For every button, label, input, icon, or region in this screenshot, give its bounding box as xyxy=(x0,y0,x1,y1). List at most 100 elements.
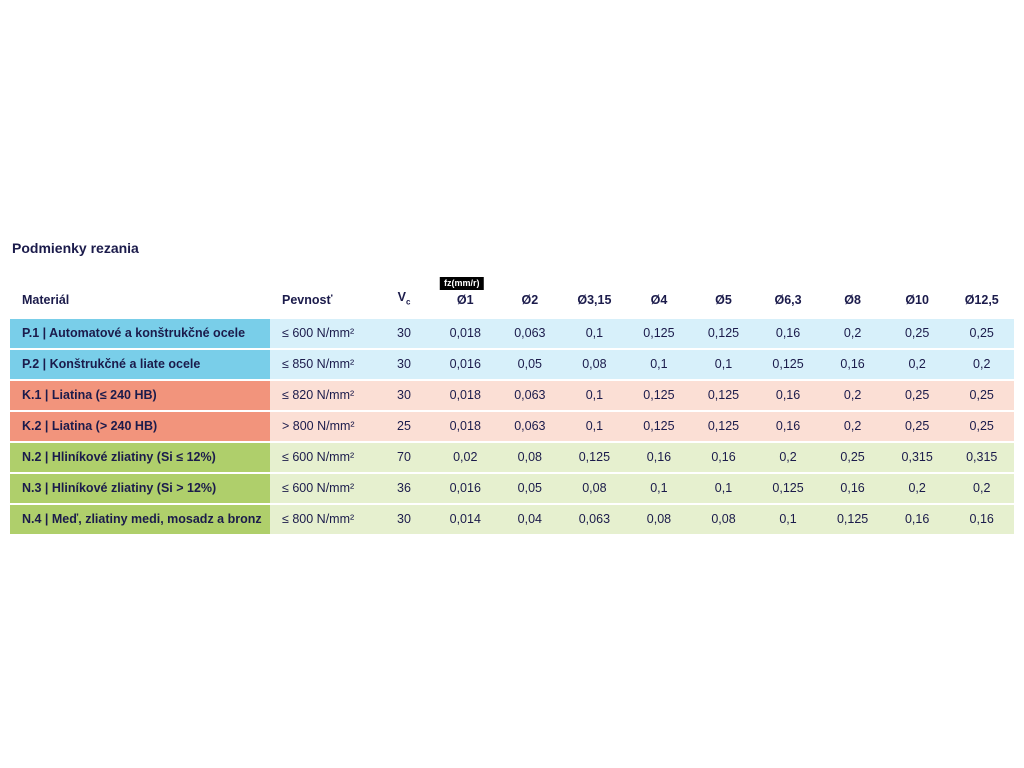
feed-value-cell: 0,125 xyxy=(626,380,692,410)
feed-value-cell: 0,16 xyxy=(626,442,692,472)
vc-cell: 30 xyxy=(375,380,433,410)
table-row: K.1 | Liatina (≤ 240 HB) ≤ 820 N/mm² 30 0,0… xyxy=(10,380,1014,410)
feed-value-cell: 0,063 xyxy=(562,504,627,534)
vc-cell: 30 xyxy=(375,504,433,534)
table-body: P.1 | Automatové a konštrukčné ocele ≤ 60… xyxy=(10,318,1014,534)
feed-value-cell: 0,16 xyxy=(820,473,885,503)
feed-value-cell: 0,125 xyxy=(626,318,692,348)
feed-value-cell: 0,2 xyxy=(949,473,1014,503)
column-header-strength: Pevnosť xyxy=(282,292,333,307)
vc-cell: 70 xyxy=(375,442,433,472)
feed-value-cell: 0,2 xyxy=(755,442,821,472)
column-header-vc: Vc xyxy=(375,290,433,307)
feed-value-cell: 0,063 xyxy=(497,380,563,410)
feed-value-cell: 0,2 xyxy=(884,473,950,503)
feed-value-cell: 0,16 xyxy=(755,411,821,441)
feed-value-cell: 0,16 xyxy=(755,318,821,348)
feed-value-cell: 0,2 xyxy=(949,349,1014,379)
feed-value-cell: 0,08 xyxy=(626,504,692,534)
feed-value-cell: 0,125 xyxy=(755,473,821,503)
page-title: Podmienky rezania xyxy=(12,240,139,256)
table-header-row: Materiál Pevnosť Vc fz(mm/r) Ø1 Ø2 Ø3,15… xyxy=(10,276,1014,319)
feed-value-cell: 0,25 xyxy=(820,442,885,472)
material-cell: N.3 | Hliníkové zliatiny (Si > 12%) xyxy=(10,473,270,503)
table-row: N.2 | Hliníkové zliatiny (Si ≤ 12%) ≤ 600… xyxy=(10,442,1014,472)
column-header-d1: fz(mm/r) Ø1 xyxy=(433,276,498,307)
strength-cell: ≤ 800 N/mm² xyxy=(270,504,375,534)
column-header-label: Ø1 xyxy=(456,292,474,307)
feed-value-cell: 0,125 xyxy=(562,442,627,472)
feed-value-cell: 0,05 xyxy=(497,349,563,379)
column-header-d8: Ø10 xyxy=(905,292,929,307)
column-header-material: Materiál xyxy=(22,292,70,307)
vc-symbol: V xyxy=(397,290,406,304)
column-header-d5: Ø5 xyxy=(715,292,732,307)
strength-cell: ≤ 600 N/mm² xyxy=(270,473,375,503)
feed-value-cell: 0,25 xyxy=(884,411,950,441)
feed-value-cell: 0,018 xyxy=(433,318,498,348)
table-row: K.2 | Liatina (> 240 HB) > 800 N/mm² 25 0,0… xyxy=(10,411,1014,441)
column-header-d2: Ø2 xyxy=(521,292,539,307)
feed-value-cell: 0,25 xyxy=(949,411,1014,441)
vc-cell: 30 xyxy=(375,349,433,379)
feed-value-cell: 0,1 xyxy=(626,473,692,503)
strength-cell: ≤ 600 N/mm² xyxy=(270,442,375,472)
feed-value-cell: 0,25 xyxy=(949,380,1014,410)
material-cell: N.2 | Hliníkové zliatiny (Si ≤ 12%) xyxy=(10,442,270,472)
feed-value-cell: 0,25 xyxy=(884,380,950,410)
material-cell: P.1 | Automatové a konštrukčné ocele xyxy=(10,318,270,348)
feed-value-cell: 0,16 xyxy=(691,442,756,472)
table-row: P.2 | Konštrukčné a liate ocele ≤ 850 N/m… xyxy=(10,349,1014,379)
table-row: P.1 | Automatové a konštrukčné ocele ≤ 60… xyxy=(10,318,1014,348)
strength-cell: > 800 N/mm² xyxy=(270,411,375,441)
vc-subscript: c xyxy=(405,297,411,307)
feed-value-cell: 0,02 xyxy=(433,442,498,472)
feed-value-cell: 0,08 xyxy=(497,442,563,472)
material-cell: P.2 | Konštrukčné a liate ocele xyxy=(10,349,270,379)
feed-value-cell: 0,063 xyxy=(497,411,563,441)
feed-value-cell: 0,08 xyxy=(691,504,756,534)
feed-value-cell: 0,08 xyxy=(562,473,627,503)
feed-value-cell: 0,125 xyxy=(626,411,692,441)
table-row: N.3 | Hliníkové zliatiny (Si > 12%) ≤ 600… xyxy=(10,473,1014,503)
feed-value-cell: 0,2 xyxy=(820,380,885,410)
feed-value-cell: 0,016 xyxy=(433,473,498,503)
feed-value-cell: 0,25 xyxy=(949,318,1014,348)
column-header-d4: Ø4 xyxy=(650,292,668,307)
feed-value-cell: 0,25 xyxy=(884,318,950,348)
feed-value-cell: 0,16 xyxy=(949,504,1014,534)
material-cell: K.2 | Liatina (> 240 HB) xyxy=(10,411,270,441)
feed-value-cell: 0,063 xyxy=(497,318,563,348)
strength-cell: ≤ 820 N/mm² xyxy=(270,380,375,410)
feed-value-cell: 0,08 xyxy=(562,349,627,379)
feed-value-cell: 0,1 xyxy=(562,380,627,410)
vc-cell: 36 xyxy=(375,473,433,503)
feed-value-cell: 0,16 xyxy=(755,380,821,410)
feed-value-cell: 0,05 xyxy=(497,473,563,503)
fz-unit-badge: fz(mm/r) xyxy=(440,276,484,290)
feed-value-cell: 0,018 xyxy=(433,411,498,441)
feed-value-cell: 0,125 xyxy=(820,504,885,534)
feed-value-cell: 0,2 xyxy=(820,411,885,441)
column-header-d7: Ø8 xyxy=(844,292,861,307)
feed-value-cell: 0,016 xyxy=(433,349,498,379)
feed-value-cell: 0,04 xyxy=(497,504,563,534)
feed-value-cell: 0,2 xyxy=(820,318,885,348)
material-cell: K.1 | Liatina (≤ 240 HB) xyxy=(10,380,270,410)
column-header-d9: Ø12,5 xyxy=(964,292,999,307)
feed-value-cell: 0,2 xyxy=(884,349,950,379)
column-header-d3: Ø3,15 xyxy=(577,292,612,307)
strength-cell: ≤ 600 N/mm² xyxy=(270,318,375,348)
feed-value-cell: 0,125 xyxy=(691,411,756,441)
feed-value-cell: 0,1 xyxy=(755,504,821,534)
feed-value-cell: 0,16 xyxy=(820,349,885,379)
feed-value-cell: 0,1 xyxy=(691,473,756,503)
feed-value-cell: 0,014 xyxy=(433,504,498,534)
feed-value-cell: 0,125 xyxy=(755,349,821,379)
vc-cell: 30 xyxy=(375,318,433,348)
column-header-d6: Ø6,3 xyxy=(774,292,802,307)
material-cell: N.4 | Meď, zliatiny medi, mosadz a bronz xyxy=(10,504,270,534)
feed-value-cell: 0,1 xyxy=(562,411,627,441)
feed-value-cell: 0,315 xyxy=(884,442,950,472)
feed-value-cell: 0,018 xyxy=(433,380,498,410)
